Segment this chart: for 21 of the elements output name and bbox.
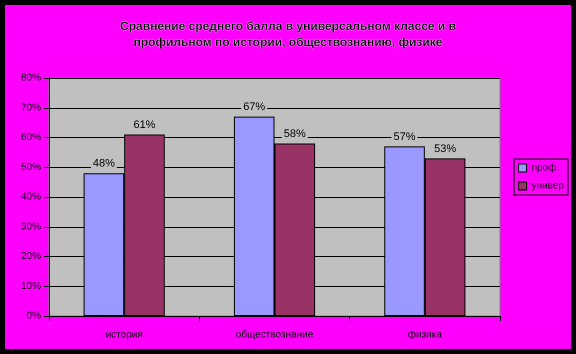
y-tick-label: 0% [26, 310, 42, 322]
y-tick-label: 30% [20, 221, 42, 232]
x-tick-label: физика [408, 330, 442, 340]
data-label: 48% [92, 158, 116, 170]
y-tick-label: 80% [20, 72, 42, 84]
data-label: 61% [133, 119, 156, 132]
y-tick-label: 50% [20, 162, 42, 173]
legend-label: универ [532, 180, 564, 192]
x-tick-label: обществознание [236, 330, 314, 340]
chart-title: Сравнение среднего балла в универсальном классе и в профильном по истории, обществознанию, физике [120, 19, 456, 49]
legend-label: проф. [532, 162, 560, 174]
data-label: 58% [284, 128, 306, 140]
x-tick-label: история [106, 330, 143, 340]
y-tick-label: 60% [20, 132, 42, 143]
y-tick-label: 40% [20, 192, 42, 202]
y-tick-label: 70% [20, 102, 42, 114]
data-label: 53% [434, 142, 456, 155]
data-label: 67% [243, 101, 266, 114]
y-tick-label: 10% [20, 280, 42, 292]
y-tick-label: 20% [20, 251, 42, 262]
data-label: 57% [394, 130, 416, 143]
